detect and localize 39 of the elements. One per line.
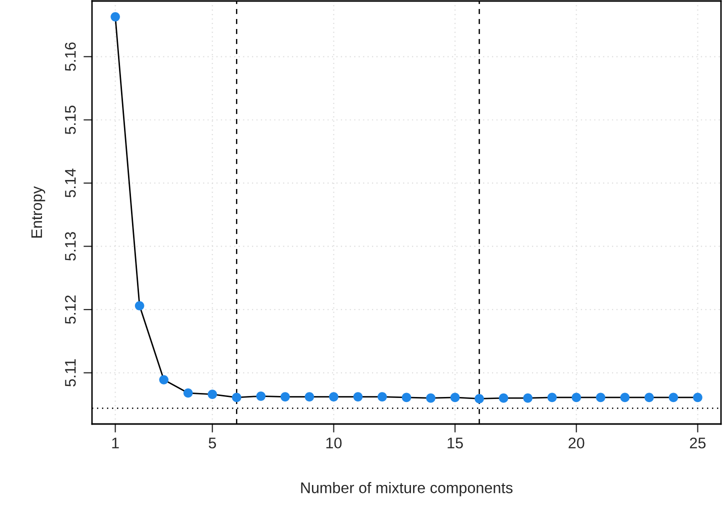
point [668,392,678,402]
point [110,12,120,22]
point [620,392,630,402]
point [378,392,387,402]
x-axis-title: Number of mixture components [301,482,513,496]
y-tick-label: 5.15 [65,106,76,134]
y-axis-title: Entropy [31,186,46,238]
point [498,393,508,403]
y-tick-label: 5.13 [64,232,76,261]
point [183,388,193,398]
point [450,392,460,402]
point [523,393,532,403]
point [232,392,242,402]
point [208,390,218,399]
point [353,392,363,402]
y-tick-label: 5.12 [64,295,76,324]
x-tick-label: 25 [690,438,706,448]
x-tick-label: 1 [112,438,119,448]
point [572,392,582,402]
point [402,392,412,402]
point [474,394,484,404]
point [547,392,557,402]
point [134,301,144,310]
y-tick-label: 5.11 [65,359,76,386]
x-tick-label: 20 [568,438,584,448]
x-tick-label: 10 [326,438,342,448]
point [256,392,266,401]
point [693,392,702,402]
point [596,392,606,402]
x-tick-label: 5 [208,438,216,448]
point [159,375,168,384]
x-tick-label: 15 [448,438,463,448]
point [329,392,338,402]
y-tick-label: 5.14 [65,168,76,198]
y-tick-label: 5.16 [64,42,76,71]
point [426,393,436,403]
point [304,392,314,402]
point [644,392,654,402]
point [280,392,290,402]
